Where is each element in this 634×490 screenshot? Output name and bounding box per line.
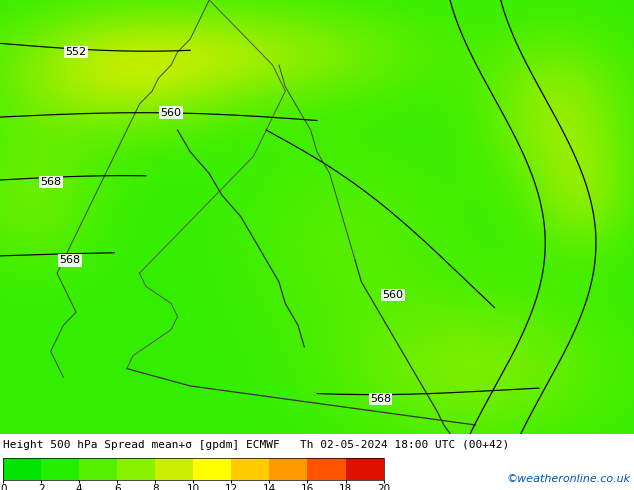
Text: Height 500 hPa Spread mean+σ [gpdm] ECMWF   Th 02-05-2024 18:00 UTC (00+42): Height 500 hPa Spread mean+σ [gpdm] ECMW… <box>3 441 510 450</box>
Text: 560: 560 <box>160 108 182 118</box>
Text: 552: 552 <box>65 47 87 57</box>
Text: ©weatheronline.co.uk: ©weatheronline.co.uk <box>507 474 631 484</box>
Text: 568: 568 <box>370 394 391 404</box>
Text: 560: 560 <box>382 290 404 300</box>
Text: 568: 568 <box>40 177 61 187</box>
Text: 568: 568 <box>59 255 81 265</box>
